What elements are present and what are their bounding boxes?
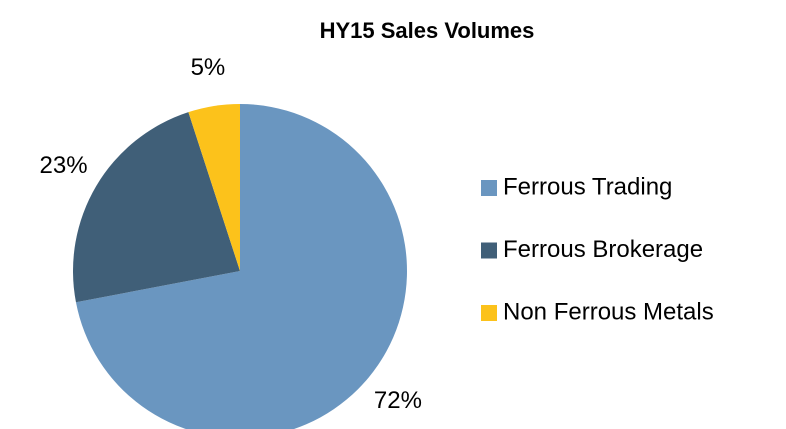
data-label: 72% [374, 387, 422, 414]
legend-swatch [481, 305, 497, 321]
pie-slice [73, 112, 240, 303]
legend-swatch [481, 180, 497, 196]
data-label: 23% [40, 152, 88, 179]
legend-label: Ferrous Brokerage [503, 236, 703, 263]
pie-slice [188, 104, 240, 271]
data-label: 5% [191, 54, 226, 81]
legend-label: Non Ferrous Metals [503, 298, 714, 325]
legend-label: Ferrous Trading [503, 173, 672, 200]
legend-swatch [481, 242, 497, 259]
chart-title: HY15 Sales Volumes [320, 18, 535, 43]
pie-slice [75, 104, 407, 429]
